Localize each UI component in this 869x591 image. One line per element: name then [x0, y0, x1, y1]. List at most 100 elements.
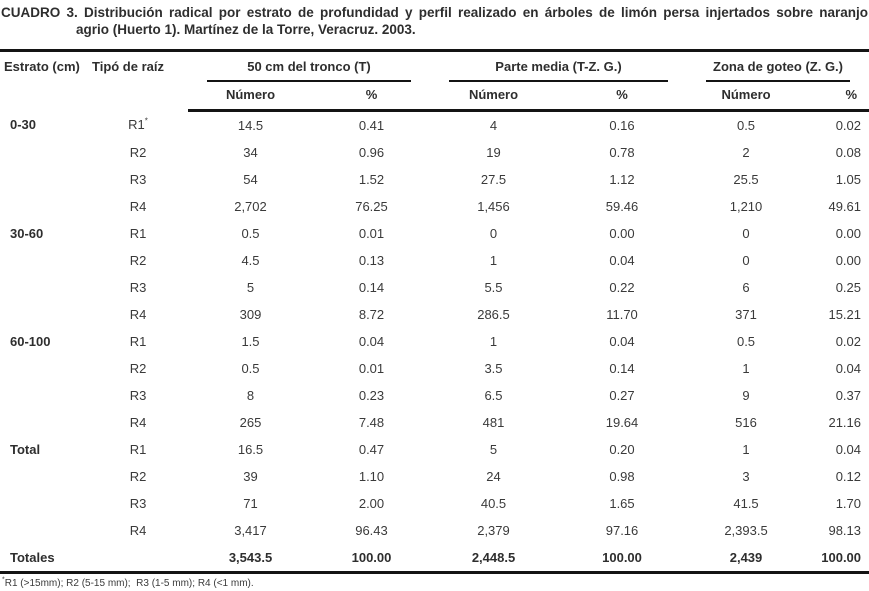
value-cell: 0.5	[736, 118, 756, 133]
value-cell: 0.78	[609, 145, 635, 160]
value-cell: 371	[735, 307, 757, 322]
value-cell: 7.48	[358, 415, 385, 430]
value-cell: 8	[246, 388, 255, 403]
value-cell: 516	[735, 415, 757, 430]
value-cell: 27.5	[480, 172, 507, 187]
table-row: R4 265 7.48 481 19.64 516 21.16	[0, 409, 869, 436]
value-cell: 0	[489, 226, 498, 241]
table-row: R4 309 8.72 286.5 11.70 371 15.21	[0, 301, 869, 328]
value-cell: 100.00	[805, 544, 869, 574]
value-cell: 40.5	[480, 496, 507, 511]
value-cell: 8.72	[358, 307, 385, 322]
value-cell: 481	[482, 415, 505, 430]
table-header: Estrato (cm) Tipó de raíz 50 cm del tron…	[0, 51, 869, 112]
footnote-marker: *	[144, 116, 148, 126]
value-cell: 98.13	[828, 523, 862, 538]
value-cell: 0.16	[609, 118, 635, 133]
value-cell: 5	[489, 442, 498, 457]
group-header-parte-media-label: Parte media (T-Z. G.)	[449, 59, 669, 82]
stratum-cell	[0, 517, 88, 544]
stratum-cell: Total	[10, 442, 41, 457]
sub-header-pct-tronco: %	[313, 83, 430, 112]
value-cell: 3,417	[234, 523, 267, 538]
value-cell: 1.12	[609, 172, 635, 187]
value-cell: 0.04	[835, 361, 862, 376]
value-cell: 2	[742, 145, 750, 160]
sub-header-pct-parte-media: %	[557, 83, 688, 112]
table-row: R2 4.5 0.13 1 0.04 0 0.00	[0, 247, 869, 274]
value-cell: 0.96	[358, 145, 385, 160]
value-cell: 0.14	[609, 361, 635, 376]
value-cell: 1	[742, 442, 750, 457]
value-cell: 286.5	[477, 307, 510, 322]
value-cell: 3.5	[484, 361, 503, 376]
value-cell: 4.5	[241, 253, 260, 268]
sub-header-numero-zona-goteo: Número	[687, 83, 806, 112]
value-cell: 2,393.5	[724, 523, 768, 538]
value-cell: 0.5	[241, 361, 260, 376]
table-row: R4 2,702 76.25 1,456 59.46 1,210 49.61	[0, 193, 869, 220]
group-header-zona-goteo: Zona de goteo (Z. G.)	[687, 51, 869, 84]
value-cell: 14.5	[237, 118, 264, 133]
value-cell: 1.05	[835, 172, 862, 187]
value-cell: 0.23	[358, 388, 385, 403]
root-type-cell: R3	[129, 280, 147, 295]
stratum-cell: 30-60	[10, 226, 44, 241]
value-cell: 2,379	[477, 523, 510, 538]
value-cell: 1.52	[358, 172, 385, 187]
value-cell: 0.20	[609, 442, 635, 457]
value-cell: 0.00	[835, 253, 862, 268]
root-type-cell: R3	[129, 388, 147, 403]
root-type-cell: R2	[129, 361, 147, 376]
value-cell: 0.13	[358, 253, 385, 268]
value-cell: 0.98	[609, 469, 635, 484]
value-cell: 1.70	[835, 496, 862, 511]
table-row: R3 8 0.23 6.5 0.27 9 0.37	[0, 382, 869, 409]
stratum-cell	[0, 247, 88, 274]
table-row: R3 5 0.14 5.5 0.22 6 0.25	[0, 274, 869, 301]
value-cell: 15.21	[828, 307, 862, 322]
stratum-cell	[0, 166, 88, 193]
group-header-zona-goteo-label: Zona de goteo (Z. G.)	[706, 59, 851, 82]
col-header-tipo-raiz: Tipó de raíz	[92, 59, 164, 74]
value-cell: 2.00	[358, 496, 385, 511]
value-cell: 54	[243, 172, 258, 187]
value-cell: 0.5	[736, 334, 756, 349]
stratum-cell	[0, 274, 88, 301]
root-type-cell: R4	[129, 523, 147, 538]
value-cell: 1	[489, 253, 498, 268]
value-cell: 0	[742, 226, 750, 241]
table-row: R2 39 1.10 24 0.98 3 0.12	[0, 463, 869, 490]
root-type-cell: R4	[129, 199, 147, 214]
table-row: R3 71 2.00 40.5 1.65 41.5 1.70	[0, 490, 869, 517]
value-cell: 1.5	[241, 334, 260, 349]
value-cell: 2,439	[687, 544, 806, 574]
value-cell: 1,210	[729, 199, 763, 214]
root-type-cell: R2	[129, 469, 147, 484]
group-header-row: Estrato (cm) Tipó de raíz 50 cm del tron…	[0, 51, 869, 84]
stratum-cell	[0, 139, 88, 166]
root-type-cell: R1*	[128, 116, 148, 133]
value-cell: 24	[486, 469, 501, 484]
value-cell: 100.00	[557, 544, 688, 574]
footnote-text: R1 (>15mm); R2 (5-15 mm); R3 (1-5 mm); R…	[4, 578, 254, 589]
table-row: R2 34 0.96 19 0.78 2 0.08	[0, 139, 869, 166]
value-cell: 39	[243, 469, 258, 484]
stratum-cell	[0, 490, 88, 517]
sub-header-pct-zona-goteo: %	[805, 83, 869, 112]
table-row: Total R1 16.5 0.47 5 0.20 1 0.04	[0, 436, 869, 463]
value-cell: 0.02	[835, 118, 862, 133]
root-type-cell: R3	[129, 172, 147, 187]
value-cell: 6.5	[484, 388, 503, 403]
sub-header-row: Número % Número % Número %	[0, 83, 869, 112]
root-type-cell: R1	[129, 442, 147, 457]
table-row: R3 54 1.52 27.5 1.12 25.5 1.05	[0, 166, 869, 193]
stratum-cell	[0, 382, 88, 409]
table-title-line1: CUADRO 3. Distribución radical por estra…	[1, 5, 868, 20]
data-table: Estrato (cm) Tipó de raíz 50 cm del tron…	[0, 49, 869, 574]
value-cell: 3,543.5	[188, 544, 313, 574]
stratum-cell	[0, 463, 88, 490]
value-cell: 4	[489, 118, 498, 133]
value-cell: 0.5	[241, 226, 260, 241]
